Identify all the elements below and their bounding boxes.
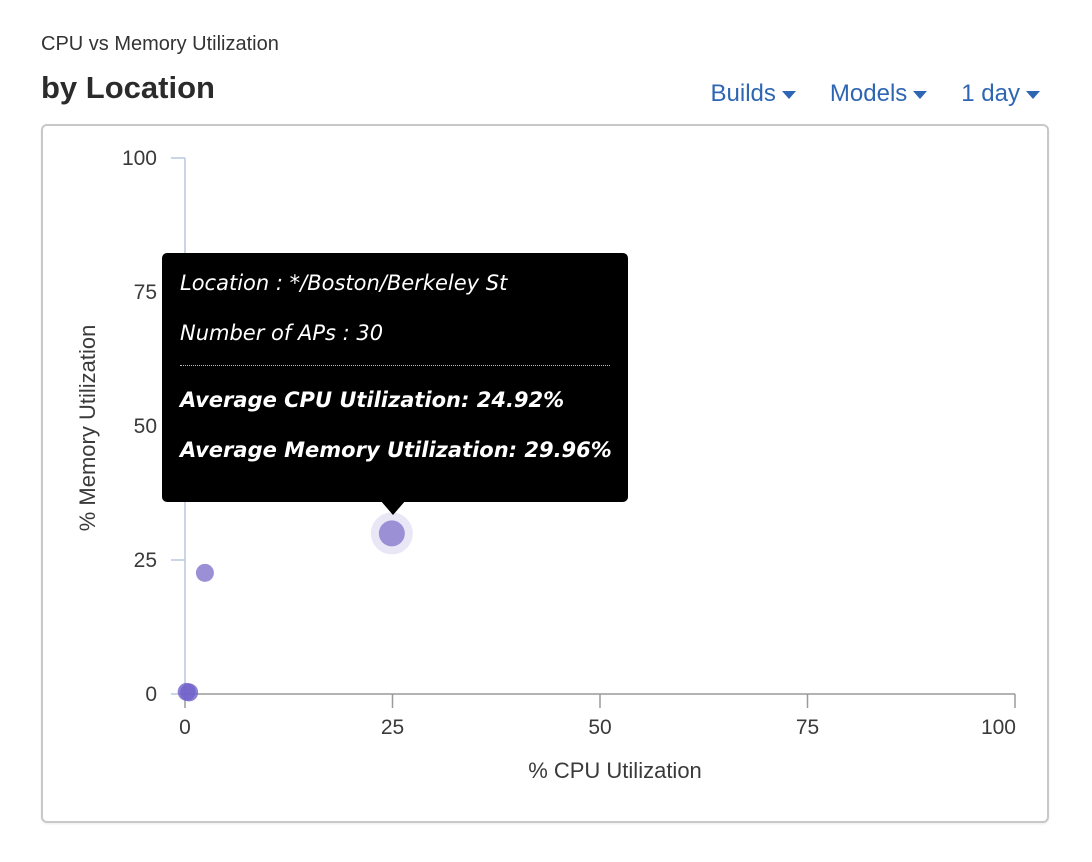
x-tick-label: 50 [588,716,611,739]
x-tick-label: 100 [981,716,1016,739]
y-tick-label: 25 [134,549,157,572]
chart-title: by Location [41,70,215,105]
chart-panel [41,124,1049,823]
time-range-dropdown[interactable]: 1 day [961,80,1040,108]
builds-dropdown-label: Builds [710,80,776,107]
tooltip-divider [180,365,610,366]
data-tooltip: Location : */Boston/Berkeley St Number o… [162,253,628,502]
y-tick-label: 0 [145,683,157,706]
tooltip-avg-memory: Average Memory Utilization: 29.96% [180,438,612,462]
builds-dropdown[interactable]: Builds [711,80,796,108]
chart-points [177,512,413,702]
y-tick-label: 100 [122,147,157,170]
data-point-highlighted[interactable] [378,520,405,547]
caret-down-icon [1026,91,1040,99]
models-dropdown[interactable]: Models [829,80,928,108]
caret-down-icon [781,91,796,99]
filter-bar: Builds Models 1 day [711,80,1040,108]
tooltip-location: Location : */Boston/Berkeley St [180,271,508,295]
data-point[interactable] [195,563,214,582]
y-tick-label: 50 [134,415,157,438]
time-range-dropdown-label: 1 day [961,80,1020,107]
tooltip-pointer [380,500,406,515]
y-tick-label: 75 [134,281,157,304]
caret-down-icon [913,91,928,99]
data-point[interactable] [180,683,199,702]
tooltip-avg-cpu: Average CPU Utilization: 24.92% [180,388,565,412]
y-axis-title: % Memory Utilization [75,325,100,532]
x-tick-label: 0 [179,716,191,739]
x-tick-label: 25 [381,716,404,739]
x-tick-label: 75 [796,716,819,739]
chart-subtitle: CPU vs Memory Utilization [41,33,279,55]
models-dropdown-label: Models [829,80,908,107]
x-axis-title: % CPU Utilization [528,758,702,783]
tooltip-ap-count: Number of APs : 30 [180,321,384,345]
